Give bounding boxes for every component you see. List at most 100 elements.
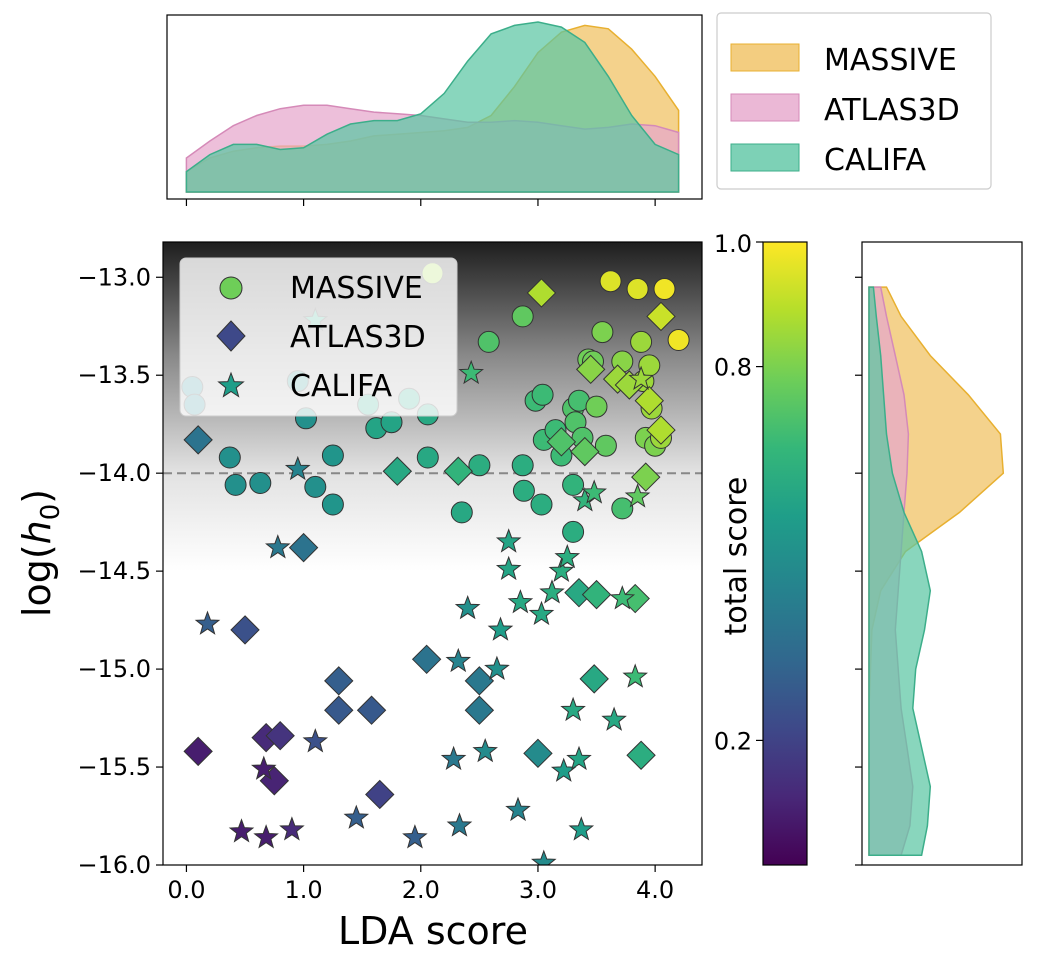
series-atlas3d <box>183 278 676 810</box>
califa-point <box>253 824 279 849</box>
califa-point <box>343 804 370 829</box>
califa-point <box>251 755 277 780</box>
atlas3d-point <box>183 736 213 767</box>
atlas3d-point <box>324 666 354 696</box>
califa-point <box>495 528 522 553</box>
main-legend-box <box>179 257 458 417</box>
y-tick-label: −13.5 <box>77 361 151 389</box>
califa-point <box>539 579 565 604</box>
califa-point <box>402 824 428 849</box>
califa-point <box>472 737 498 763</box>
atlas3d-point <box>265 720 295 751</box>
atlas3d-point <box>356 695 387 725</box>
califa-point <box>581 479 607 504</box>
top-kde-ticks <box>185 199 656 206</box>
top-legend-swatch-atlas3d <box>730 93 800 122</box>
atlas3d-point <box>365 779 395 810</box>
massive-point <box>653 278 676 300</box>
main-y-axis: −13.0 −13.5 −14.0 −14.5 −15.0 −15.5 −16.0 <box>77 263 163 879</box>
main-legend-marker-califa <box>217 371 245 398</box>
right-kde-frame <box>861 241 1023 866</box>
massive-point <box>468 454 491 477</box>
y-tick-label: −16.0 <box>77 851 151 879</box>
main-frame <box>162 241 703 866</box>
y-label-suffix: ) <box>15 489 59 504</box>
main-legend-label-atlas3d: ATLAS3D <box>290 320 426 355</box>
califa-point <box>194 610 221 635</box>
atlas3d-point <box>411 644 442 674</box>
califa-point <box>458 359 484 385</box>
califa-point <box>554 543 581 569</box>
massive-point <box>591 321 614 344</box>
right-kde-panel <box>855 241 1023 866</box>
califa-point <box>454 594 481 620</box>
atlas3d-point <box>575 354 606 385</box>
main-y-axis-label: log(h0) <box>15 489 66 617</box>
massive-point <box>530 493 553 516</box>
top-legend-swatch-massive <box>730 43 800 72</box>
massive-point <box>511 305 534 328</box>
atlas3d-point <box>646 415 676 445</box>
y-tick-label: −13.0 <box>77 263 151 291</box>
califa-point <box>622 663 648 688</box>
califa-point <box>624 483 651 508</box>
x-tick-label: 1.0 <box>285 876 323 904</box>
califa-point <box>284 455 311 481</box>
top-kde-califa <box>185 21 680 193</box>
main-legend-label-califa: CALIFA <box>290 369 393 404</box>
top-legend-swatch-califa <box>730 143 800 172</box>
atlas3d-point <box>288 532 319 563</box>
colorbar-tick-label: 0.2 <box>714 727 752 755</box>
y-label-prefix: log( <box>15 544 59 617</box>
massive-point <box>249 472 272 494</box>
y-label-subscript: 0 <box>36 504 66 521</box>
main-legend-marker-atlas3d <box>216 320 246 352</box>
califa-point <box>446 812 473 837</box>
y-label-variable: h <box>15 520 59 544</box>
y-tick-label: −14.5 <box>77 557 151 585</box>
massive-point <box>450 501 473 524</box>
y-tick-label: −14.0 <box>77 459 151 487</box>
massive-point <box>416 446 439 469</box>
top-kde-areas <box>185 21 680 193</box>
y-tick-label: −15.0 <box>77 655 151 683</box>
atlas3d-point <box>230 615 260 645</box>
califa-point <box>550 757 577 782</box>
califa-point <box>548 557 575 582</box>
colorbar-tick-label: 0.8 <box>714 354 752 382</box>
atlas3d-point <box>464 666 495 696</box>
scatter-points <box>181 262 690 865</box>
massive-point <box>626 278 649 300</box>
atlas3d-point <box>570 436 600 467</box>
califa-point <box>445 647 472 673</box>
massive-point <box>321 493 344 516</box>
atlas3d-point <box>464 695 495 725</box>
atlas3d-point <box>564 577 594 608</box>
colorbar-tick-label: 1.0 <box>714 230 752 258</box>
massive-point <box>512 479 535 502</box>
x-tick-label: 4.0 <box>636 876 674 904</box>
top-legend-label-atlas3d: ATLAS3D <box>824 93 960 128</box>
califa-point <box>507 589 534 614</box>
right-kde-ticks <box>855 276 862 866</box>
califa-point <box>228 818 255 843</box>
massive-point <box>562 473 585 496</box>
atlas3d-point <box>546 427 577 457</box>
califa-point <box>628 365 654 390</box>
y-tick-label: −15.5 <box>77 753 151 781</box>
massive-point <box>477 330 500 353</box>
massive-point <box>321 444 344 467</box>
top-legend-label-califa: CALIFA <box>824 143 927 178</box>
massive-point <box>511 454 534 477</box>
califa-point <box>531 849 557 865</box>
massive-point <box>562 520 585 543</box>
atlas3d-point <box>579 664 609 694</box>
series-califa <box>194 306 654 865</box>
atlas3d-point <box>634 385 664 416</box>
colorbar-gradient <box>762 241 808 866</box>
main-legend-marker-massive <box>219 276 243 300</box>
massive-point <box>611 497 634 520</box>
califa-point <box>609 585 636 610</box>
califa-point <box>528 600 555 626</box>
